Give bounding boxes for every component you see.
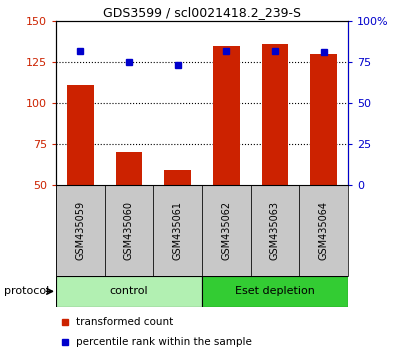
Text: GSM435062: GSM435062 [221,201,231,260]
Bar [153,185,202,276]
Text: GSM435060: GSM435060 [124,201,134,260]
Text: protocol: protocol [4,286,49,296]
Text: control: control [110,286,148,296]
Bar [116,152,142,185]
Bar [251,185,299,276]
Bar [202,276,348,307]
Text: transformed count: transformed count [76,317,174,327]
Bar [56,185,105,276]
Bar [56,276,202,307]
Bar [310,54,337,185]
Text: GSM435064: GSM435064 [319,201,329,260]
Title: GDS3599 / scl0021418.2_239-S: GDS3599 / scl0021418.2_239-S [103,6,301,19]
Bar [67,85,94,185]
Bar [164,170,191,185]
Bar [105,185,153,276]
Text: Eset depletion: Eset depletion [235,286,315,296]
Text: GSM435063: GSM435063 [270,201,280,260]
Text: GSM435059: GSM435059 [75,201,85,260]
Bar [262,44,288,185]
Bar [213,46,240,185]
Text: GSM435061: GSM435061 [173,201,183,260]
Bar [202,185,251,276]
Text: percentile rank within the sample: percentile rank within the sample [76,337,252,347]
Bar [299,185,348,276]
